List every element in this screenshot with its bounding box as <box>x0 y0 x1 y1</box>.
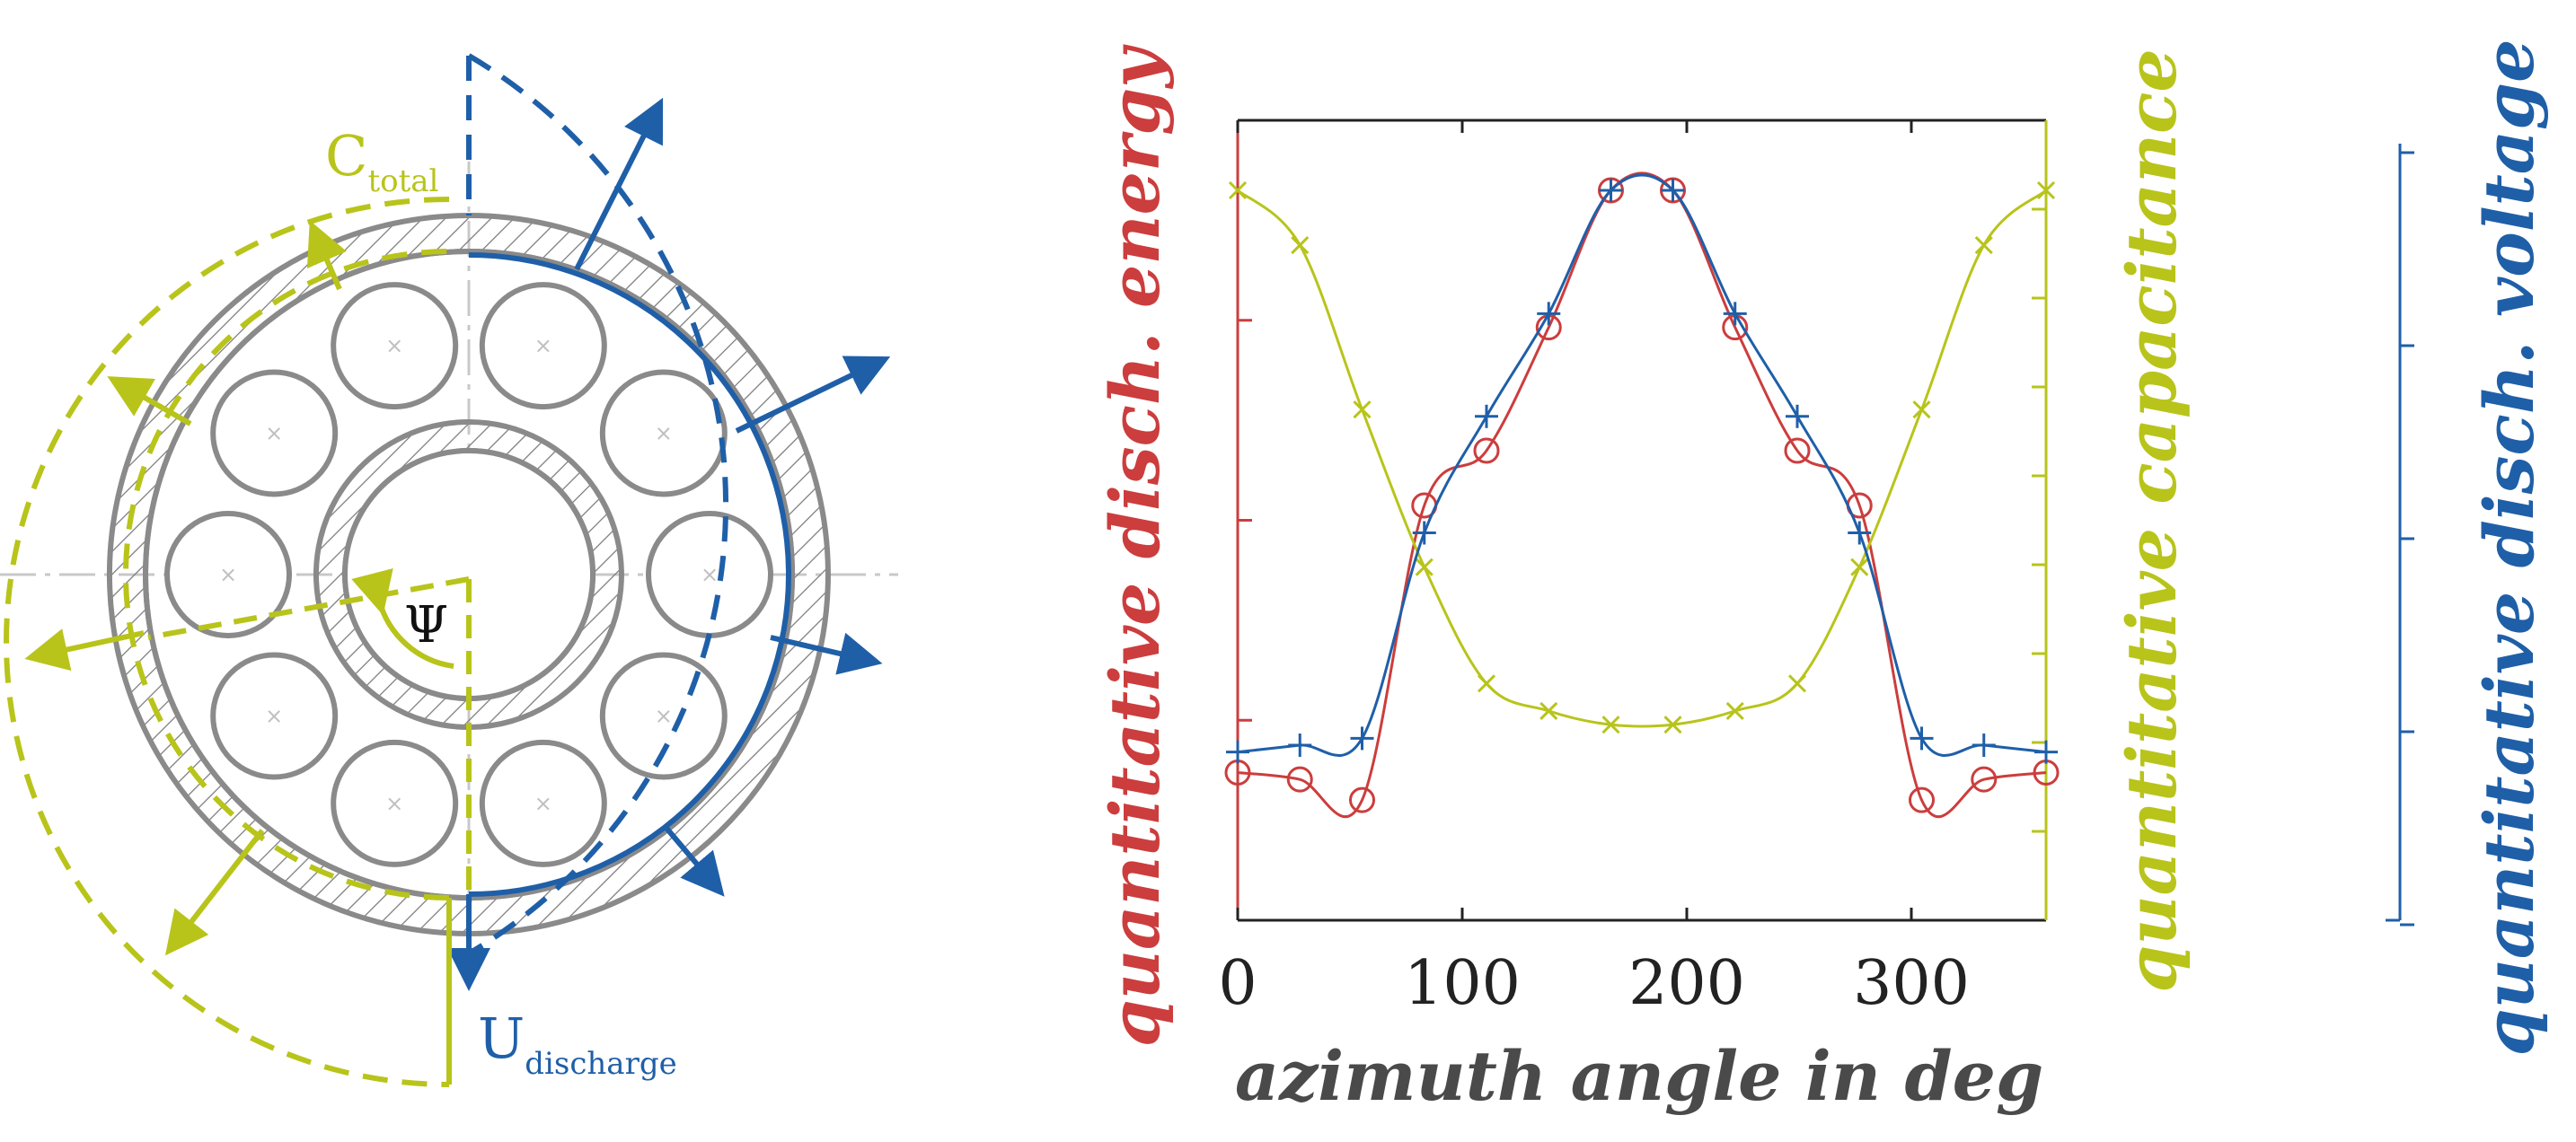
energy-axis-title: quantitative disch. energy <box>1095 44 1175 1048</box>
psi-label: Ψ <box>404 596 448 654</box>
data-point-plus <box>1848 521 1872 545</box>
data-point-x <box>1291 235 1310 255</box>
data-point-circle <box>1473 437 1500 464</box>
ball-center-mark: × <box>655 420 673 445</box>
data-point-circle <box>1784 437 1811 464</box>
voltage-arrow-4 <box>662 824 725 897</box>
voltage-arrow-1 <box>574 97 664 271</box>
x-tick-label: 100 <box>1404 948 1521 1019</box>
data-point-circle <box>1971 766 1998 793</box>
rolling-ball <box>479 739 607 867</box>
data-point-plus <box>1661 179 1685 202</box>
rolling-ball <box>479 282 607 410</box>
capacitance-arrow-3 <box>24 628 145 672</box>
data-point-x <box>1912 400 1931 419</box>
capacitance-arrow-4 <box>164 829 265 956</box>
data-point-x <box>2036 180 2056 200</box>
data-point-plus <box>1350 726 1374 751</box>
bearing-diagram: × × × × × × × × × × Ctotal Ψ Udischarge <box>0 53 898 1087</box>
data-point-plus <box>1723 302 1747 326</box>
rolling-ball <box>331 282 459 410</box>
data-point-x <box>1539 701 1558 720</box>
ball-center-mark: × <box>265 420 283 445</box>
data-point-plus <box>1412 521 1436 545</box>
rolling-elements: × × × × × × × × × × <box>164 282 773 867</box>
ball-center-mark: × <box>655 704 673 729</box>
data-point-x <box>1663 716 1682 734</box>
ball-center-mark: × <box>265 704 283 729</box>
data-point-circle <box>1286 766 1313 793</box>
data-point-x <box>1601 716 1620 734</box>
data-point-x <box>1850 558 1869 576</box>
voltage-axis-title: quantitative disch. voltage <box>2469 40 2549 1057</box>
capacitance-dashed-arc <box>4 197 450 1087</box>
x-tick-label: 0 <box>1218 948 1257 1019</box>
capacitance-axis-title: quantitative capacitance <box>2112 48 2192 992</box>
series-layer <box>1224 171 2060 818</box>
ball-center-mark: × <box>534 333 552 358</box>
data-point-plus <box>1786 404 1809 428</box>
data-point-x <box>1787 674 1807 693</box>
data-point-x <box>1725 701 1744 720</box>
x-axis-title: azimuth angle in deg <box>1235 1036 2043 1116</box>
data-point-plus <box>1226 740 1249 764</box>
ball-center-mark: × <box>534 791 552 816</box>
c-total-label: Ctotal <box>325 123 438 199</box>
rolling-ball <box>210 652 339 780</box>
series-x <box>1228 180 2056 734</box>
voltage-dashed-arc <box>467 53 728 956</box>
data-point-plus <box>2034 740 2058 764</box>
data-point-plus <box>1910 726 1934 751</box>
axis-ticks <box>1236 120 2414 927</box>
data-point-plus <box>1972 734 1996 758</box>
series-line <box>1237 173 2047 757</box>
capacitance-arrow-2 <box>107 376 192 426</box>
voltage-inner-boundary <box>468 252 791 897</box>
x-tick-label: 300 <box>1853 948 1970 1019</box>
data-point-plus <box>1599 179 1623 202</box>
capacitance-inner-boundary <box>123 249 450 900</box>
series-circle <box>1224 171 2060 818</box>
data-point-x <box>1415 558 1434 576</box>
chart: 0 100 200 300 azimuth angle in deg quantita… <box>1095 40 2549 1117</box>
series-line <box>1237 189 2047 728</box>
data-point-x <box>1477 674 1496 693</box>
data-point-circle <box>1909 786 1935 813</box>
rolling-ball <box>331 739 459 867</box>
u-discharge-label: Udischarge <box>478 1006 677 1082</box>
x-tick-label: 200 <box>1628 948 1745 1019</box>
ball-center-mark: × <box>385 791 403 816</box>
data-point-plus <box>1537 302 1561 326</box>
capacitance-arrow-1 <box>306 220 347 291</box>
x-tick-labels: 0 100 200 300 <box>1218 948 1970 1019</box>
data-point-plus <box>1288 734 1312 758</box>
data-point-x <box>1974 235 1993 255</box>
ball-center-mark: × <box>219 562 237 587</box>
rolling-ball <box>164 511 292 638</box>
voltage-arrow-3 <box>770 632 883 675</box>
rolling-ball <box>599 369 728 497</box>
data-point-plus <box>1475 404 1498 428</box>
voltage-arrow-2 <box>735 356 891 434</box>
series-line <box>1237 171 2047 818</box>
data-point-x <box>1228 180 1248 200</box>
data-point-x <box>1353 400 1372 419</box>
rolling-ball <box>210 369 339 497</box>
ball-center-mark: × <box>385 333 403 358</box>
psi-radius-line <box>147 576 470 640</box>
psi-angle-arc <box>351 567 454 669</box>
data-point-circle <box>1349 786 1375 813</box>
series-plus <box>1226 173 2058 764</box>
ball-center-mark: × <box>701 562 719 587</box>
